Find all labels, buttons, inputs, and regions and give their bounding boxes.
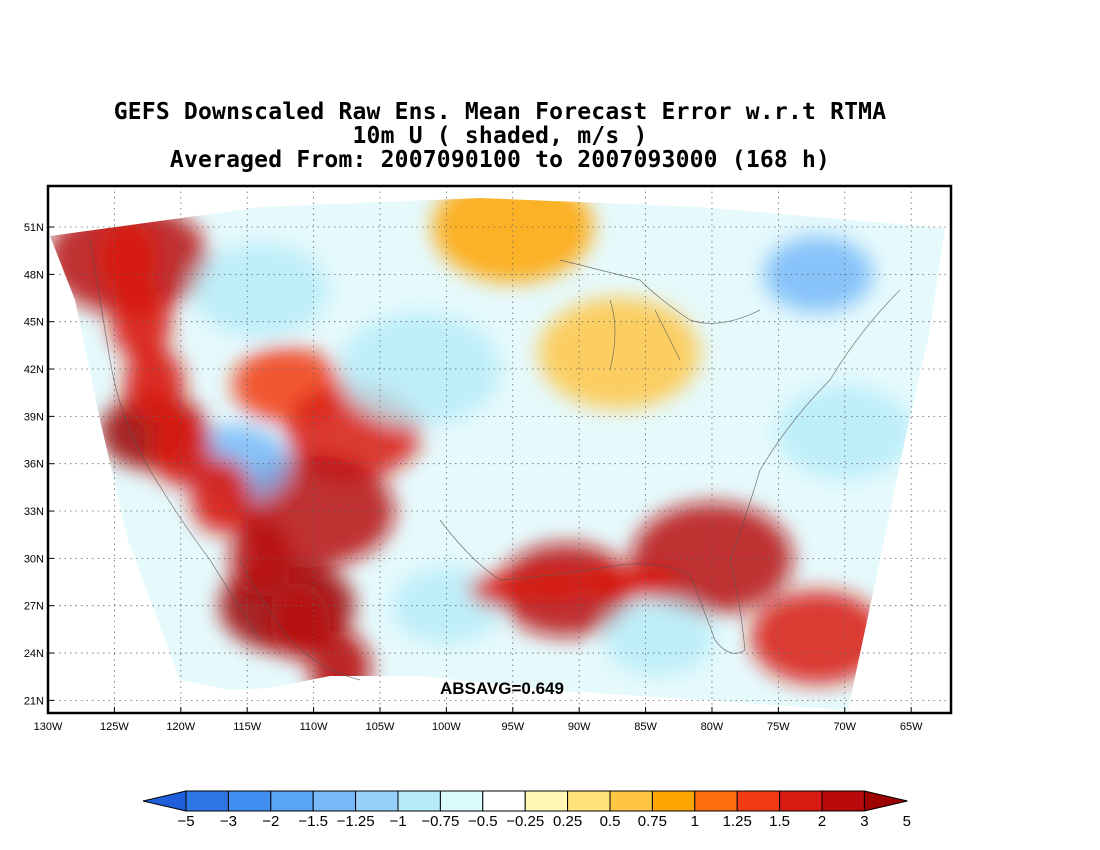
lon-tick-label: 115W [233,721,262,733]
gulf-band-segment [522,569,583,602]
lon-tick-label: 90W [568,721,591,733]
colorbar-tick-label: 1 [691,813,699,830]
lat-tick-label: 48N [24,269,44,281]
colorbar-tick-label: −3 [220,813,237,830]
field-feature [538,297,700,410]
colorbar-swatch [524,790,569,812]
absavg-label: ABSAVG=0.649 [440,679,564,698]
coastlines [89,239,901,681]
colorbar-swatch [736,790,781,812]
colorbar-swatch [270,790,314,812]
lon-tick-label: 75W [767,721,790,733]
lon-tick-label: 110W [300,721,329,733]
lon-tick-label: 120W [166,721,195,733]
colorbar-tick-label: 1.25 [723,813,752,830]
title-line-2: 10m U ( shaded, m/s ) [352,123,648,149]
lat-tick-label: 45N [24,317,44,329]
lon-tick-label: 80W [701,721,724,733]
lat-tick-label: 51N [24,222,44,234]
lat-tick-label: 36N [24,459,44,471]
colorbar-tick-label: 0.75 [638,813,667,830]
colorbar-tick-label: 1.5 [769,813,790,830]
coast-band-segment [190,457,251,534]
lon-tick-label: 105W [366,721,395,733]
lon-tick-label: 100W [432,721,461,733]
lon-tick-label: 130W [34,721,63,733]
colorbar-swatch [609,790,653,812]
colorbar-arrow-right [863,790,908,812]
figure-title: GEFS Downscaled Raw Ens. Mean Forecast E… [0,100,1000,172]
colorbar-swatch [567,790,611,812]
coast-band-segment [270,583,331,660]
error-field [50,198,945,710]
coast-band-segment [230,520,291,597]
colorbar-swatch [779,790,823,812]
coast-band-segment [97,220,158,297]
colorbar-tick-label: 2 [818,813,826,830]
colorbar-tick-label: −2 [262,813,279,830]
colorbar-tick-label: −1.5 [298,813,328,830]
lon-tick-label: 95W [501,721,524,733]
colorbar-swatch [821,790,865,812]
lat-tick-label: 42N [24,364,44,376]
colorbar-swatch [355,790,399,812]
colorbar-swatch [227,790,272,812]
field-feature [339,313,501,425]
colorbar-swatch [694,790,738,812]
lon-tick-label: 125W [100,721,129,733]
colorbar-swatch [482,790,526,812]
lon-tick-label: 70W [833,721,856,733]
colorbar-tick-label: 3 [860,813,868,830]
lat-tick-label: 24N [24,648,44,660]
lon-tick-label: 85W [634,721,657,733]
coast-band-segment [150,409,211,486]
title-line-1: GEFS Downscaled Raw Ens. Mean Forecast E… [113,99,887,125]
colorbar-tick-label: −0.5 [468,813,498,830]
colorbar-arrow-left [142,790,187,812]
colorbar-swatch [185,790,229,812]
colorbar-tick-label: −5 [177,813,194,830]
colorbar-tick-label: 5 [903,813,911,830]
colorbar-swatch [312,790,357,812]
lat-tick-label: 39N [24,411,44,423]
map-frame-border [46,184,953,715]
colorbar-tick-label: −0.25 [506,813,544,830]
colorbar: −5 −3 −2 −1.5 −1.25 −1 −0.75 −0.5 −0.25 0.25 0.5 0.… [142,790,911,830]
colorbar-tick-label: 0.25 [553,813,582,830]
colorbar-swatch [651,790,696,812]
colorbar-tick-label: −1.25 [337,813,375,830]
lat-tick-label: 27N [24,601,44,613]
field-feature [604,599,714,676]
coast-band-segment [110,283,171,360]
lon-tick-label: 65W [900,721,923,733]
lat-tick-label: 30N [24,553,44,565]
lon-tick-labels: 130W 125W 120W 115W 110W 105W 100W 95W 90W 85W 80W… [34,707,923,733]
field-feature [192,243,329,337]
lat-tick-label: 33N [24,506,44,518]
colorbar-swatch [439,790,484,812]
colorbar-tick-label: 0.5 [600,813,621,830]
lat-tick-label: 21N [24,695,44,707]
field-feature [631,502,793,615]
field-feature [750,590,886,685]
lat-lon-grid [47,186,951,713]
coast-band-segment [124,346,185,423]
colorbar-tick-label: −1 [389,813,406,830]
title-line-3: Averaged From: 2007090100 to 2007093000 … [169,147,831,173]
colorbar-tick-label: −0.75 [421,813,459,830]
lat-tick-labels: 51N 48N 45N 42N 39N 36N 33N 30N 27N 24N 21N [24,222,54,707]
colorbar-swatch [397,790,441,812]
field-feature [777,385,913,479]
gulf-band-segment [469,573,530,606]
